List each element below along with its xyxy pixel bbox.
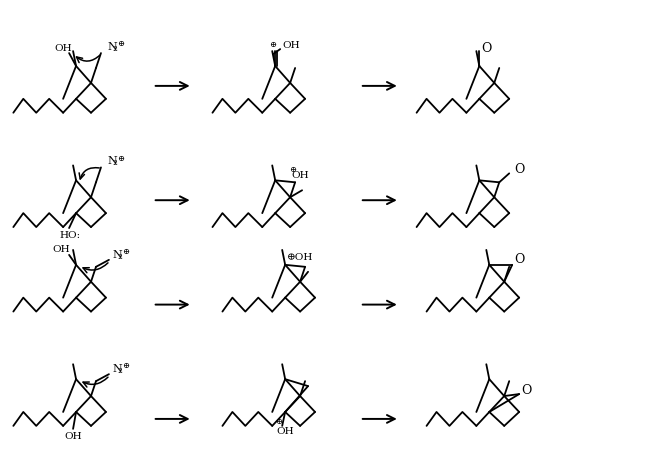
Text: OH: OH	[276, 427, 294, 436]
Text: ⊕: ⊕	[269, 41, 275, 49]
Text: O: O	[481, 42, 491, 55]
Text: N: N	[113, 250, 122, 260]
Text: N: N	[108, 42, 118, 52]
Text: 2: 2	[113, 45, 117, 53]
Text: 2: 2	[113, 160, 117, 168]
Text: ⊕: ⊕	[117, 154, 124, 162]
Text: OH: OH	[282, 41, 300, 50]
Text: ⊕OH: ⊕OH	[287, 253, 313, 262]
Text: ⊕: ⊕	[117, 40, 124, 48]
Text: O: O	[514, 163, 525, 176]
Text: ⊕: ⊕	[288, 167, 295, 174]
Text: ⊕: ⊕	[275, 418, 282, 426]
Text: HO:: HO:	[59, 230, 80, 239]
Text: O: O	[521, 384, 531, 396]
Text: ⊕: ⊕	[122, 362, 130, 370]
Text: N: N	[113, 364, 122, 374]
Text: OH: OH	[52, 245, 70, 254]
Text: OH: OH	[292, 171, 309, 180]
Text: ⊕: ⊕	[122, 248, 130, 256]
Text: 2: 2	[117, 253, 122, 261]
Text: 2: 2	[117, 367, 122, 375]
Text: OH: OH	[54, 43, 72, 52]
Text: OH: OH	[64, 432, 82, 441]
Text: N: N	[108, 156, 118, 167]
Text: O: O	[514, 253, 524, 266]
